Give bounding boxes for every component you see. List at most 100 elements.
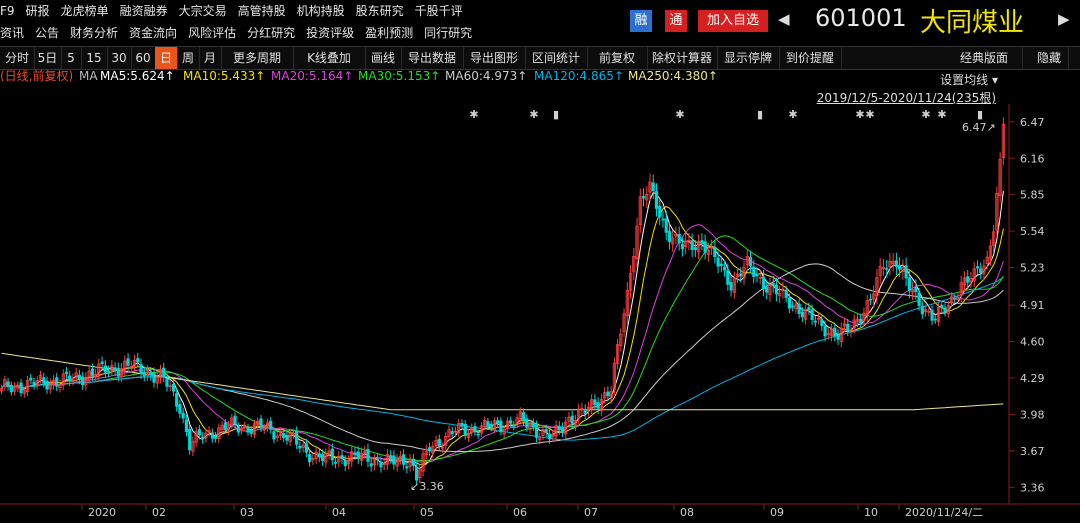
top-nav: F9 研报 龙虎榜单 融资融券 大宗交易 高管持股 机构持股 股东研究 千股千评 资讯 公告 财务分…	[0, 0, 630, 44]
toolbar-item-2[interactable]: 5	[61, 47, 82, 69]
candle-body-290	[940, 304, 944, 308]
candle-body-251	[813, 320, 817, 323]
toolbar-item-20[interactable]: 隐藏	[1030, 47, 1069, 69]
candle-body-149	[483, 419, 487, 428]
candle-body-257	[833, 327, 837, 337]
candle-body-82	[265, 422, 270, 428]
nav-link-r2-3[interactable]: 资金流向	[129, 26, 178, 40]
toolbar-item-11[interactable]: 画线	[365, 47, 402, 69]
candle-body-146	[473, 426, 477, 433]
candle-body-203	[658, 205, 662, 218]
toolbar-item-5[interactable]: 60	[131, 47, 156, 69]
toolbar-item-17[interactable]: 显示停牌	[717, 47, 780, 69]
candle-body-114	[369, 463, 373, 467]
toolbar-item-3[interactable]: 15	[81, 47, 108, 69]
x-tick-label-2: 03	[240, 506, 254, 519]
candle-body-143	[463, 423, 467, 436]
toolbar-item-18[interactable]: 到价提醒	[779, 47, 842, 69]
low-annotation: ↙3.36	[410, 480, 444, 493]
prev-stock-arrow-icon[interactable]: ◀	[778, 10, 790, 28]
toolbar-item-8[interactable]: 月	[199, 47, 222, 69]
candle-body-232	[752, 266, 756, 277]
nav-link-r1-7[interactable]: 股东研究	[355, 4, 404, 18]
candle-body-204	[661, 218, 665, 221]
toolbar-item-0[interactable]: 分时	[0, 47, 35, 69]
candle-body-223	[722, 266, 727, 271]
candle-body-102	[330, 448, 334, 461]
toolbar-item-4[interactable]: 30	[107, 47, 132, 69]
event-marker-icon-3: ✱	[675, 108, 684, 121]
nav-link-r2-0[interactable]: 资讯	[0, 26, 25, 40]
candle-body-110	[356, 451, 360, 459]
margin-tag-button[interactable]: 融	[630, 10, 652, 32]
candle-body-127	[411, 458, 415, 466]
nav-link-r1-8[interactable]: 千股千评	[414, 4, 463, 18]
candle-body-93	[301, 444, 305, 448]
chevron-down-icon: ▾	[991, 73, 998, 87]
candle-body-55	[178, 404, 182, 414]
nav-link-r1-0[interactable]: F9	[0, 4, 15, 18]
candle-body-18	[58, 384, 62, 388]
candle-body-7	[22, 390, 26, 395]
candle-body-185	[599, 398, 603, 411]
candle-body-249	[807, 307, 811, 311]
candle-body-66	[213, 435, 218, 439]
date-range-link[interactable]: 2019/12/5-2020/11/24(235根)	[816, 91, 996, 105]
toolbar-item-7[interactable]: 周	[177, 47, 200, 69]
candle-body-153	[496, 420, 500, 424]
kline-chart[interactable]: 6.47 6.16 5.85 5.54 5.23 4.91 4.60 4.29 3.98 3.67…	[0, 104, 1080, 523]
candle-body-230	[745, 256, 749, 266]
candle-body-264	[855, 318, 860, 323]
candle-body-83	[269, 420, 273, 430]
toolbar-item-1[interactable]: 5日	[34, 47, 62, 69]
toolbar-item-14[interactable]: 区间统计	[525, 47, 588, 69]
candle-body-107	[346, 460, 351, 465]
candles	[0, 117, 1005, 486]
candle-body-46	[149, 372, 153, 376]
nav-link-r2-1[interactable]: 公告	[35, 26, 60, 40]
toolbar: 分时 5日 5 15 30 60 日周月更多周期 K线叠加 画线 导出数据 导出图形 区间统计 前复权除…	[0, 46, 1080, 70]
toolbar-item-15[interactable]: 前复权	[587, 47, 648, 69]
toolbar-item-10[interactable]: K线叠加	[293, 47, 366, 69]
candle-body-62	[201, 436, 205, 440]
candle-body-299	[969, 278, 973, 282]
candle-body-279	[904, 265, 908, 279]
connect-tag-button[interactable]: 通	[665, 10, 687, 32]
y-tick-label-6: 4.60	[1020, 336, 1045, 349]
next-stock-arrow-icon[interactable]: ▶	[1058, 10, 1070, 28]
event-marker-icon-10: ▮	[977, 108, 983, 121]
event-marker-icon-8: ✱	[921, 108, 930, 121]
candle-body-92	[298, 445, 302, 449]
nav-link-r2-5[interactable]: 分红研究	[247, 26, 296, 40]
candle-body-59	[191, 441, 195, 452]
candle-body-254	[823, 325, 827, 337]
nav-link-r1-3[interactable]: 融资融券	[119, 4, 168, 18]
toolbar-item-9[interactable]: 更多周期	[221, 47, 294, 69]
candle-body-187	[606, 391, 610, 397]
nav-link-r1-2[interactable]: 龙虎榜单	[60, 4, 109, 18]
candle-body-21	[68, 375, 72, 382]
toolbar-item-16[interactable]: 除权计算器	[647, 47, 718, 69]
candle-body-85	[275, 435, 279, 438]
candle-body-75	[243, 424, 247, 428]
nav-link-r2-6[interactable]: 投资评级	[306, 26, 355, 40]
nav-link-r2-2[interactable]: 财务分析	[70, 26, 119, 40]
candle-body-277	[898, 264, 902, 270]
toolbar-item-13[interactable]: 导出图形	[463, 47, 526, 69]
nav-link-r1-6[interactable]: 机构持股	[296, 4, 345, 18]
candle-body-236	[765, 287, 769, 293]
toolbar-item-19[interactable]: 经典版面	[946, 47, 1023, 69]
candle-body-205	[664, 218, 668, 233]
nav-link-r1-5[interactable]: 高管持股	[237, 4, 286, 18]
add-watchlist-button[interactable]: 加入自选	[698, 10, 768, 32]
nav-link-r2-4[interactable]: 风险评估	[188, 26, 237, 40]
toolbar-item-12[interactable]: 导出数据	[401, 47, 464, 69]
nav-link-r1-4[interactable]: 大宗交易	[178, 4, 227, 18]
toolbar-item-6[interactable]: 日	[155, 47, 178, 69]
nav-link-r2-8[interactable]: 同行研究	[424, 26, 473, 40]
nav-link-r1-1[interactable]: 研报	[25, 4, 50, 18]
candle-body-253	[820, 319, 824, 327]
set-ma-button[interactable]: 设置均线 ▾	[940, 71, 998, 88]
x-tick-label-10: 2020/11/24/二	[905, 506, 983, 519]
nav-link-r2-7[interactable]: 盈利预测	[365, 26, 414, 40]
